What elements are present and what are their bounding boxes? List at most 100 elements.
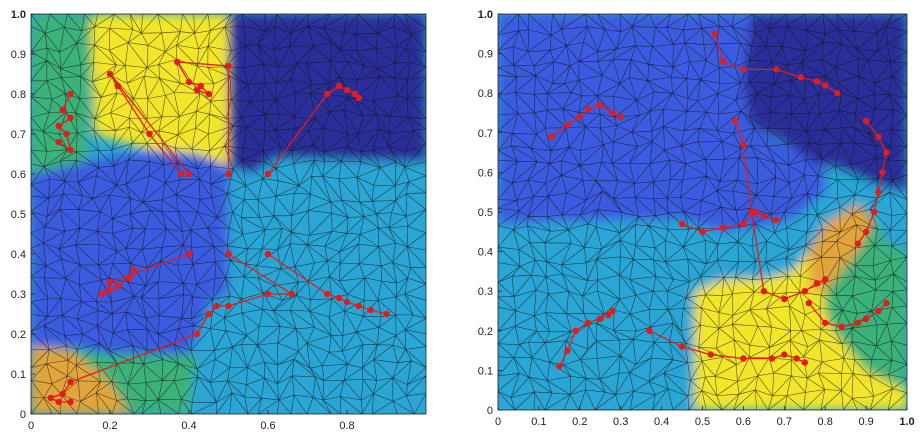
trajectory-point xyxy=(752,208,759,216)
trajectory-point xyxy=(324,290,331,298)
region-green xyxy=(825,219,907,391)
trajectory-point xyxy=(548,133,555,140)
trajectory-point xyxy=(617,113,624,121)
axis-ticks: 0 0.1 0.2 0.3 0.4 0.5 0.6 0.7 0.8 0.9 1.0 0 0.1 0.2 0.… xyxy=(478,9,915,428)
trajectory-point xyxy=(862,117,870,125)
trajectory-point xyxy=(793,355,800,362)
trajectory-point xyxy=(838,323,845,330)
trajectory-point xyxy=(355,302,362,310)
axis-ticks: 0 0.2 0.4 0.6 0.8 0 0.1 0.2 0.3 0.4 0.5 0.6 0.7 0.8 0.… xyxy=(11,9,355,432)
trajectory-point xyxy=(768,355,776,362)
y-tick-label: 0.7 xyxy=(11,129,26,141)
trajectory-point xyxy=(732,117,739,125)
x-tick-label: 0.8 xyxy=(818,416,833,428)
y-tick-label: 0.4 xyxy=(478,247,493,259)
trajectory-point xyxy=(383,310,390,318)
trajectory-point xyxy=(875,307,882,315)
y-tick-label: 0.1 xyxy=(478,365,493,377)
x-tick-label: 0.4 xyxy=(654,416,669,428)
trajectory-point xyxy=(205,310,212,318)
trajectory-point xyxy=(335,82,343,90)
trajectory-point xyxy=(609,307,616,315)
trajectory-point xyxy=(67,90,74,98)
trajectory-point xyxy=(59,106,66,114)
trajectory-point xyxy=(678,220,686,228)
trajectory-point xyxy=(264,170,272,178)
y-tick-label: 1.0 xyxy=(11,9,26,21)
trajectory-point xyxy=(367,306,374,314)
trajectory-point xyxy=(213,302,220,310)
trajectory-point xyxy=(678,343,686,350)
y-tick-label: 0 xyxy=(20,409,26,421)
y-tick-label: 0.5 xyxy=(478,207,493,219)
triangle-mesh xyxy=(498,14,907,410)
trajectory-point xyxy=(197,82,204,90)
trajectory-point xyxy=(699,228,706,235)
y-tick-label: 0.6 xyxy=(478,167,493,179)
trajectory-point xyxy=(707,351,714,358)
trajectory-point xyxy=(813,78,821,85)
trajectory-point xyxy=(205,90,212,98)
trajectory-point xyxy=(605,311,612,319)
trajectory-point xyxy=(335,294,343,302)
trajectory-point xyxy=(355,94,362,102)
y-tick-label: 0.9 xyxy=(478,49,493,61)
x-tick-label: 0.8 xyxy=(339,420,354,432)
trajectory-point xyxy=(711,30,718,37)
x-tick-label: 0.1 xyxy=(531,416,546,428)
y-tick-label: 0.1 xyxy=(11,369,26,381)
trajectory-point xyxy=(740,355,747,362)
trajectory-point xyxy=(59,390,66,398)
trajectory-point xyxy=(781,295,788,303)
x-tick-label: 0 xyxy=(495,416,501,428)
trajectory-point xyxy=(225,62,232,70)
trajectory-point xyxy=(772,216,780,224)
trajectory-point xyxy=(193,86,201,94)
x-tick-label: 0.6 xyxy=(260,420,275,432)
y-tick-label: 1.0 xyxy=(478,9,493,21)
trajectory-point xyxy=(264,250,272,258)
right-panel: 0 0.1 0.2 0.3 0.4 0.5 0.6 0.7 0.8 0.9 1.0 0 0.1 0.2 0.… xyxy=(478,9,915,428)
trajectory-point xyxy=(760,288,768,295)
trajectory-point xyxy=(177,170,185,178)
trajectory-point xyxy=(67,146,74,154)
trajectory-point xyxy=(801,288,808,295)
trajectory-point xyxy=(719,224,727,231)
trajectory-point xyxy=(813,280,821,287)
x-tick-label: 0.2 xyxy=(572,416,587,428)
trajectory-point xyxy=(47,394,54,402)
y-tick-label: 0.3 xyxy=(11,289,26,301)
x-tick-label: 0 xyxy=(28,420,34,432)
trajectory-point xyxy=(797,74,804,81)
trajectory-point xyxy=(146,130,153,138)
trajectory-point xyxy=(772,66,780,73)
trajectory-point xyxy=(351,90,359,98)
trajectory-point xyxy=(185,78,193,86)
trajectory-point xyxy=(225,302,232,310)
trajectory-point xyxy=(572,327,579,334)
region-green xyxy=(70,350,197,414)
trajectory-point xyxy=(106,286,114,294)
trajectory-point xyxy=(63,130,70,138)
trajectory-point xyxy=(822,276,829,283)
trajectory-layer xyxy=(47,58,390,406)
y-tick-label: 0 xyxy=(487,405,493,417)
trajectory-point xyxy=(760,212,768,220)
trajectory-point xyxy=(883,149,890,156)
trajectory-point xyxy=(834,90,841,97)
trajectory-point xyxy=(822,82,829,89)
trajectory-point xyxy=(67,398,74,406)
trajectory-point xyxy=(114,82,122,90)
trajectory-point xyxy=(98,290,106,298)
x-tick-label: 0.4 xyxy=(181,420,196,432)
trajectory-point xyxy=(264,290,272,298)
trajectory-point xyxy=(875,133,882,140)
trajectory-point xyxy=(597,315,604,323)
region-dark_navy xyxy=(743,14,907,193)
trajectory-point xyxy=(225,170,232,178)
trajectory-point xyxy=(719,58,727,65)
x-tick-label: 0.7 xyxy=(777,416,792,428)
trajectory-point xyxy=(126,274,133,282)
y-tick-label: 0.8 xyxy=(11,89,26,101)
